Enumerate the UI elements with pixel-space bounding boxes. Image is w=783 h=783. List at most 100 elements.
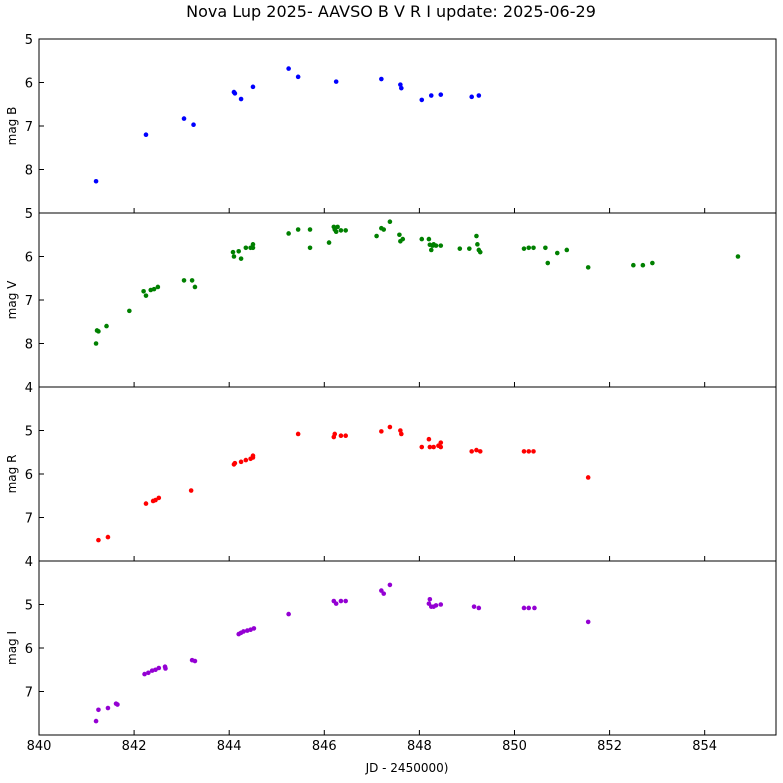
panel-i: 4 5 6 7 mag I [5, 555, 777, 736]
data-point-r [531, 449, 536, 454]
data-point-v [545, 260, 551, 266]
data-point-r [387, 424, 393, 430]
data-point-r [243, 457, 249, 463]
data-point-i [521, 605, 527, 611]
data-point-r [153, 497, 158, 503]
panel-r-y-tick-label: 5 [25, 425, 33, 440]
data-point-v [238, 256, 244, 261]
data-point-v [236, 248, 242, 254]
data-point-v [307, 245, 313, 251]
x-tick-label: 848 [407, 739, 432, 754]
data-point-b [286, 66, 291, 71]
data-point-r [438, 444, 444, 450]
panel-v-y-axis-label: mag V [5, 280, 19, 319]
data-point-v [400, 236, 406, 242]
panel-i-y-tick-label: 7 [25, 686, 33, 701]
data-point-i [96, 707, 101, 713]
data-point-v [250, 245, 256, 251]
data-point-v [286, 231, 291, 236]
x-tick-labels: 840 842 844 846 848 850 852 854 [27, 739, 718, 754]
panel-b-y-tick-label: 7 [25, 120, 33, 135]
data-point-r [521, 449, 527, 454]
data-point-v [631, 262, 636, 268]
data-point-v [127, 308, 132, 314]
data-point-i [115, 702, 120, 707]
data-point-i [333, 601, 339, 606]
data-point-r [474, 447, 479, 453]
panel-r-frame [38, 386, 777, 562]
panel-b-y-tick-label: 5 [25, 33, 33, 48]
data-point-v [295, 227, 301, 232]
data-point-b [398, 82, 403, 87]
panel-b-y-tick-label: 8 [25, 164, 33, 179]
data-point-v [93, 341, 99, 346]
data-point-v [735, 254, 741, 259]
data-point-i [105, 705, 111, 711]
data-point-v [374, 233, 379, 239]
panel-v-y-tick-label: 7 [25, 294, 33, 309]
data-point-r [238, 459, 244, 465]
data-point-b [419, 97, 425, 103]
data-point-b [93, 178, 99, 184]
data-point-r [469, 449, 474, 454]
data-point-v [474, 233, 479, 239]
data-point-v [307, 227, 313, 232]
data-point-r [426, 436, 432, 442]
data-point-r [250, 455, 256, 460]
x-tick-label: 842 [122, 739, 147, 754]
data-point-r [105, 534, 111, 540]
data-point-v [419, 236, 425, 242]
data-point-i [381, 591, 387, 596]
data-point-v [521, 246, 527, 251]
data-point-i [471, 604, 477, 609]
x-tick-label: 846 [312, 739, 337, 754]
data-point-r [143, 501, 149, 506]
data-point-b [250, 84, 256, 90]
data-point-b [333, 79, 339, 84]
data-point-b [191, 122, 196, 127]
data-point-b [476, 93, 482, 98]
panel-b-y-axis-label: mag B [5, 107, 19, 146]
panel-i-y-tick-label: 5 [25, 599, 33, 614]
data-point-v [531, 245, 536, 251]
data-point-v [467, 246, 472, 251]
data-point-r [431, 444, 436, 450]
data-point-r [427, 444, 433, 450]
data-point-r [398, 428, 403, 433]
data-point-r [526, 449, 532, 454]
panel-r-y-tick-label: 4 [25, 381, 33, 396]
panel-r: 4 5 6 7 mag R [5, 381, 777, 562]
panel-r-y-axis-label: mag R [5, 455, 19, 494]
data-point-b [181, 116, 187, 121]
panel-r-y-tick-label: 7 [25, 512, 33, 527]
data-point-r [343, 433, 348, 439]
data-point-v [192, 284, 198, 290]
data-point-v [155, 284, 161, 290]
data-point-v [650, 260, 655, 266]
data-point-b [232, 91, 238, 96]
x-tick-label: 844 [217, 739, 242, 754]
data-point-r [477, 449, 483, 454]
data-point-i [286, 611, 291, 617]
data-point-v [141, 289, 146, 294]
data-point-r [232, 460, 238, 466]
data-point-i [476, 605, 482, 611]
data-point-v [96, 329, 101, 334]
x-axis-label: JD - 2450000) [365, 761, 449, 775]
data-point-v [381, 227, 387, 232]
panel-v: 5 6 7 8 mag V [5, 207, 777, 388]
data-point-i [156, 665, 162, 671]
x-tick-label: 850 [502, 739, 527, 754]
data-point-v [104, 323, 109, 329]
data-point-v [230, 249, 236, 255]
x-tick-label: 854 [692, 739, 717, 754]
data-point-v [181, 278, 187, 283]
data-point-i [142, 671, 147, 677]
panel-r-y-tick-label: 6 [25, 468, 33, 483]
panel-b: 5 6 7 8 mag B [5, 33, 777, 214]
data-point-i [93, 718, 99, 724]
data-point-r [399, 431, 404, 437]
data-point-v [326, 240, 332, 245]
data-point-i [251, 626, 257, 631]
data-point-b [143, 132, 149, 137]
